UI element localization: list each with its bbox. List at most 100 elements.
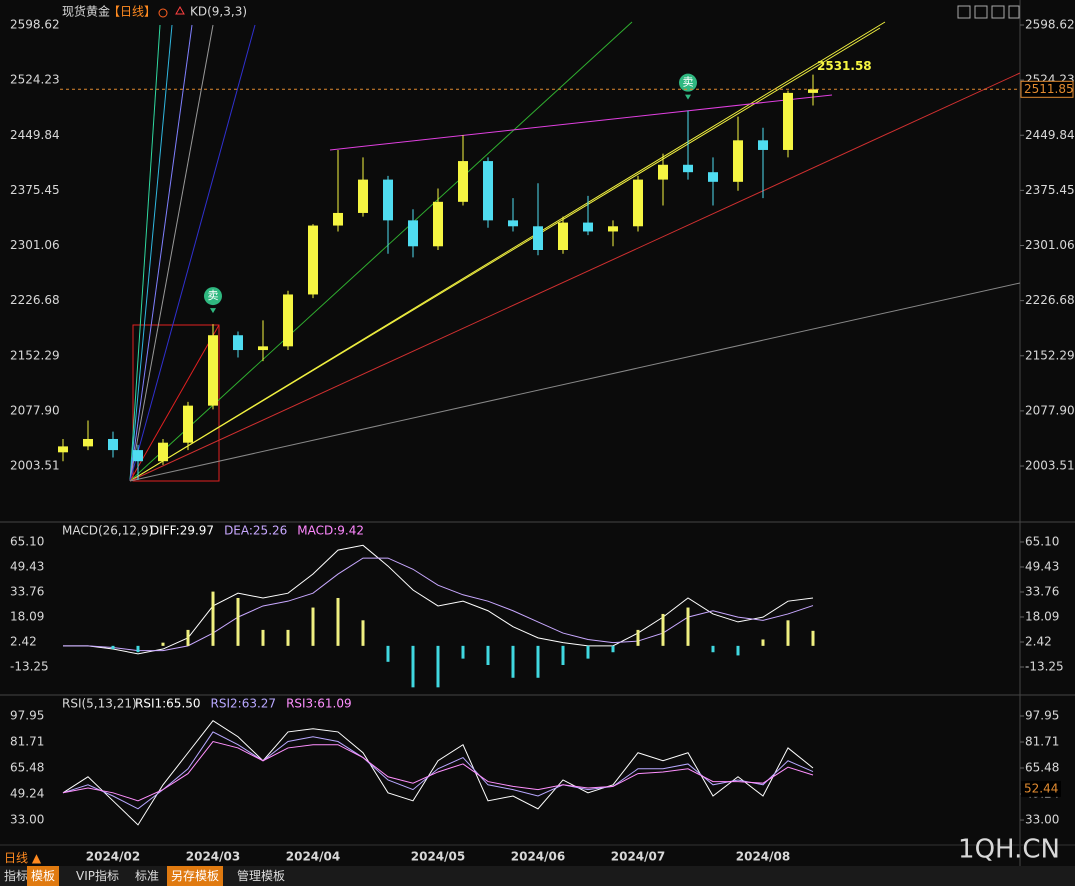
control[interactable] [974, 5, 988, 19]
toolbar-button[interactable]: VIP指标 [76, 869, 119, 883]
macd-bar [786, 620, 790, 646]
candle-body [133, 450, 143, 462]
legend-label: DEA:25.26 [224, 524, 287, 538]
macd-bar [111, 645, 115, 650]
candle-body [633, 179, 643, 227]
macd-bar [661, 613, 665, 646]
macd-bar [361, 620, 365, 646]
sell-arrow [685, 94, 691, 100]
candle-body [208, 335, 218, 406]
period: 【日线】 [108, 5, 156, 19]
macd-bar [536, 645, 540, 678]
indicator-line [62, 720, 814, 826]
y-tick-label: 2152.29 [10, 348, 60, 362]
macd-bar [686, 607, 690, 646]
toolbar-button[interactable]: 指标 [4, 869, 29, 883]
y-tick-label: 2524.23 [10, 73, 60, 87]
trend-line [329, 94, 833, 151]
y-tick-label: 2449.84 [10, 128, 60, 142]
macd-bar [711, 645, 715, 653]
macd-bar [436, 645, 440, 688]
candle-body [158, 442, 168, 462]
chart: 现货黄金 【日线】 KD(9,3,3) MACD(26,12,9) RSI(5,… [0, 0, 1075, 866]
x-tick-label: 2024/04 [286, 850, 340, 864]
indicator: KD(9,3,3) [190, 5, 247, 19]
last-price-box [1020, 80, 1074, 98]
toolbar: 指标 模板 VIP指标 标准 另存模板 管理模板 [0, 866, 1075, 886]
last-price-label: 2511.85 [1024, 82, 1074, 96]
y-tick-label: 2152.29 [1025, 348, 1075, 362]
toolbar-button[interactable]: 管理模板 [237, 869, 286, 883]
y-tick-label: 2.42 [1025, 634, 1052, 648]
sell-signal-label: 卖 [683, 76, 694, 89]
y-tick-label: 33.76 [10, 584, 44, 598]
indicator-line [62, 740, 814, 802]
high-label: 2531.58 [817, 59, 872, 73]
candle-body [458, 161, 468, 202]
macd-bar [486, 645, 490, 665]
y-tick-label: 2301.06 [10, 238, 60, 252]
panel-title: MACD(26,12,9) [62, 524, 153, 538]
candle-body [583, 222, 593, 232]
macd-bar [461, 645, 465, 659]
fan-line [129, 324, 220, 482]
drawings [129, 21, 1021, 482]
macd-bar [586, 645, 590, 659]
candle-body [708, 172, 718, 182]
window-controls[interactable] [957, 5, 1020, 19]
y-tick-label: 2375.45 [1025, 183, 1075, 197]
candle-body [108, 438, 118, 451]
y-tick-label: 2301.06 [1025, 238, 1075, 252]
y-tick-label: 18.09 [1025, 609, 1059, 623]
macd-bar [186, 629, 190, 646]
legend-label: DIFF:29.97 [150, 524, 214, 538]
candle-body [283, 294, 293, 347]
background [0, 0, 1075, 866]
candle-body [433, 201, 443, 247]
y-tick-label: 2077.90 [1025, 403, 1075, 417]
fan-line [129, 24, 256, 482]
period-selector[interactable]: 日线 ▲ [4, 851, 42, 865]
toolbar-button[interactable]: 模板 [27, 866, 60, 886]
macd-bar [286, 629, 290, 646]
icon[interactable] [158, 8, 168, 18]
candle-body [808, 89, 818, 93]
candle-body [658, 164, 668, 180]
control[interactable] [991, 5, 1005, 19]
y-tick-label: 2598.62 [10, 17, 60, 31]
macd-bar [336, 597, 340, 646]
candle-body [308, 225, 318, 295]
indicator-line [62, 731, 814, 810]
macd-bar [811, 630, 815, 646]
macd-bar [211, 591, 215, 646]
y-tick-label: 2598.62 [1025, 17, 1075, 31]
y-tick-label: 2003.51 [10, 459, 60, 473]
candle-body [258, 346, 268, 351]
candle-body [508, 220, 518, 227]
control[interactable] [957, 5, 971, 19]
icon[interactable] [175, 5, 185, 15]
y-tick-label: 81.71 [10, 734, 44, 748]
y-tick-label: 97.95 [1025, 708, 1059, 722]
candle-body [408, 220, 418, 247]
fan-line [129, 24, 193, 482]
toolbar-button[interactable]: 另存模板 [167, 866, 224, 886]
control[interactable] [1008, 5, 1020, 19]
y-tick-label: -13.25 [10, 659, 49, 673]
sell-signal [679, 73, 697, 92]
candle-body [58, 446, 68, 453]
symbol: 现货黄金 [62, 4, 110, 19]
y-tick-label: 2.42 [10, 634, 37, 648]
candle-body [358, 179, 368, 213]
watermark: 1QH.CN [958, 835, 1060, 865]
y-tick-label: 2003.51 [1025, 459, 1075, 473]
macd-bar [561, 645, 565, 665]
cursor-box [1021, 780, 1061, 797]
candle-body [683, 164, 693, 173]
candle-body [758, 140, 768, 150]
legend-label: MACD:9.42 [297, 524, 364, 538]
cursor-label: 52.44 [1024, 781, 1058, 795]
y-tick-label: 49.43 [1025, 559, 1059, 573]
toolbar-button[interactable]: 标准 [135, 869, 160, 883]
y-tick-label: 2077.90 [10, 403, 60, 417]
